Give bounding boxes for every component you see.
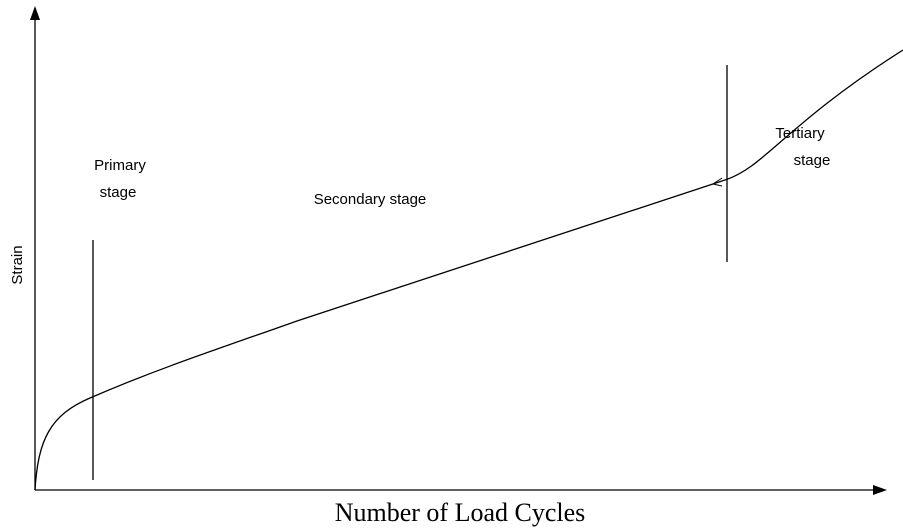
x-axis-label: Number of Load Cycles	[335, 498, 586, 527]
curve-mark	[711, 177, 723, 187]
stage-label: Primary	[94, 157, 146, 174]
x-axis-arrow	[873, 485, 887, 495]
y-axis-label: Strain	[9, 245, 26, 284]
y-axis-arrow	[30, 6, 40, 20]
stage-label: stage	[100, 184, 137, 201]
stage-label: stage	[794, 152, 831, 169]
stage-label: Secondary stage	[314, 191, 427, 208]
strain-curve	[34, 49, 903, 491]
stage-label: Tertiary	[775, 125, 825, 142]
